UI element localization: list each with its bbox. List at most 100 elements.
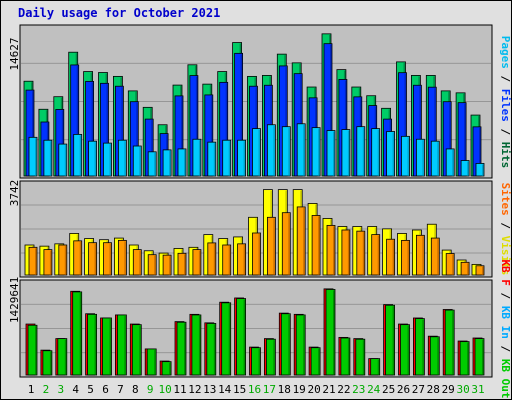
pages-bar-16 — [252, 128, 261, 177]
pages-bar-14-face — [222, 139, 232, 177]
kbout-bar-10 — [161, 361, 172, 376]
bottom-ymax-label: 1429641 — [8, 277, 21, 323]
sites-bar-3 — [58, 244, 68, 276]
sites-bar-19-shade — [303, 207, 305, 275]
kbout-bar-21-shade — [333, 290, 335, 375]
sites-bar-14 — [222, 244, 232, 276]
kbout-bar-3 — [57, 338, 68, 376]
sites-bar-11-face — [177, 252, 187, 276]
files-bar-4-shade — [76, 65, 79, 176]
sites-bar-8-shade — [139, 250, 141, 275]
x-label-16: 16 — [248, 383, 261, 396]
pages-bar-11-face — [177, 148, 187, 177]
files-bar-15-shade — [240, 54, 243, 177]
pages-bar-8-shade — [139, 147, 141, 176]
files-bar-12-shade — [195, 76, 198, 176]
kbout-bar-25-shade — [392, 306, 395, 375]
sites-bar-8 — [132, 249, 142, 276]
kbout-bar-13 — [206, 323, 217, 376]
pages-bar-23-shade — [362, 127, 365, 176]
sites-bar-5 — [88, 242, 97, 276]
kbout-bar-28-shade — [437, 337, 439, 375]
pages-bar-2-shade — [49, 141, 52, 176]
sites-bar-3-shade — [64, 246, 67, 275]
kbout-bar-4-shade — [79, 292, 82, 375]
sites-bar-11 — [177, 252, 187, 276]
kbout-bar-7-shade — [124, 315, 126, 375]
sites-bar-7-shade — [124, 241, 126, 275]
kbout-bar-6-face — [102, 317, 112, 376]
pages-bar-8-face — [132, 145, 142, 177]
sites-bar-17-shade — [273, 218, 275, 275]
x-axis-labels: 1 2 3 4 5 6 7 8 9 10 11 12 13 14 15 16 17 18 19 20 21 22 23 24 2… — [28, 383, 485, 396]
sites-bar-30 — [460, 261, 470, 276]
kbout-bar-24 — [370, 358, 381, 376]
kbout-bar-23-face — [355, 338, 366, 376]
kbout-bar-9-shade — [154, 349, 156, 375]
kbout-bar-27-face — [414, 318, 425, 376]
kbout-bar-7 — [117, 314, 127, 376]
sites-bar-15-shade — [243, 244, 246, 275]
kbout-bar-19 — [295, 314, 306, 376]
sites-bar-18-face — [281, 212, 291, 276]
pages-bar-20-shade — [318, 128, 320, 176]
x-label-29: 29 — [442, 383, 455, 396]
kbout-bar-6-shade — [109, 318, 111, 375]
sites-bar-21 — [326, 224, 336, 276]
pages-bar-13-face — [207, 141, 217, 177]
files-bar-13-shade — [210, 95, 213, 176]
sites-bar-12-shade — [198, 250, 201, 275]
kbout-bar-3-shade — [64, 339, 67, 375]
pages-bar-27-face — [415, 138, 425, 177]
pages-bar-19 — [296, 123, 306, 177]
kbout-bar-11 — [176, 321, 187, 376]
x-label-5: 5 — [87, 383, 94, 396]
files-bar-30-shade — [464, 103, 466, 176]
sites-bar-23 — [356, 230, 366, 276]
kbout-bar-9 — [146, 348, 157, 376]
kbout-bar-13-face — [206, 323, 217, 376]
files-bar-7-shade — [121, 87, 123, 176]
kbout-bar-16-shade — [258, 348, 260, 375]
pages-bar-15-face — [237, 139, 247, 177]
kbout-bar-31 — [474, 338, 485, 376]
sites-bar-10-face — [162, 254, 172, 276]
pages-bar-12-shade — [198, 140, 201, 176]
kbout-bar-31-face — [474, 338, 485, 376]
pages-bar-19-face — [296, 123, 306, 177]
kbout-bar-29-face — [444, 309, 455, 376]
pages-bar-19-shade — [303, 124, 305, 176]
sites-bar-30-shade — [467, 263, 469, 275]
kbout-bar-20-face — [310, 347, 321, 376]
sites-bar-16 — [252, 232, 261, 276]
sites-bar-1-face — [28, 246, 38, 276]
kbout-bar-19-face — [295, 314, 306, 376]
legend-kbin: KB In — [499, 306, 512, 339]
pages-bar-30 — [460, 160, 470, 177]
x-label-17: 17 — [263, 383, 276, 396]
sites-bar-16-face — [252, 232, 261, 276]
pages-bar-9-shade — [154, 152, 156, 176]
x-label-13: 13 — [203, 383, 216, 396]
pages-bar-4-face — [73, 134, 83, 177]
sites-bar-28 — [430, 237, 440, 276]
sites-bar-2 — [43, 249, 53, 276]
sites-bar-24-shade — [377, 235, 380, 275]
sites-bar-13-face — [207, 242, 217, 276]
pages-bar-10-face — [162, 149, 172, 177]
kbout-bar-30-shade — [467, 342, 469, 375]
pages-bar-2 — [43, 139, 53, 177]
sites-bar-6 — [103, 242, 112, 276]
files-bar-26-shade — [404, 73, 406, 176]
sites-bar-14-face — [222, 244, 232, 276]
pages-bar-13 — [207, 141, 217, 177]
pages-bar-4 — [73, 134, 83, 177]
kbout-bar-13-shade — [213, 324, 216, 375]
kbout-bar-31-shade — [482, 339, 484, 375]
files-bar-11-shade — [181, 96, 183, 176]
sites-bar-4-face — [73, 240, 83, 276]
kbout-bar-7-face — [117, 314, 127, 376]
sites-bar-24 — [371, 234, 381, 276]
pages-bar-31-face — [475, 163, 485, 177]
pages-bar-30-shade — [467, 161, 469, 176]
